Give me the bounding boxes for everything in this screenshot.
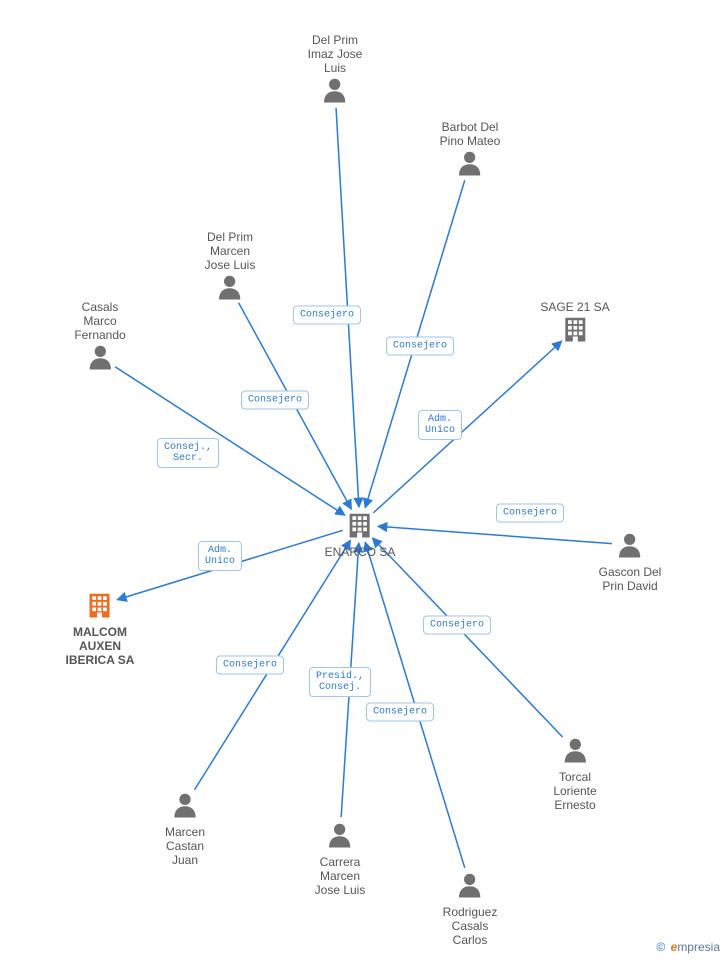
copyright-symbol: ©: [656, 940, 665, 954]
edges-layer: [0, 0, 728, 960]
edge-label: Consej.,Secr.: [157, 438, 219, 468]
node-marcen_castan[interactable]: MarcenCastanJuan: [165, 790, 205, 867]
node-torcal[interactable]: TorcalLorienteErnesto: [553, 735, 596, 812]
node-center[interactable]: ENARCO SA: [325, 510, 396, 559]
edge-label: Consejero: [386, 337, 454, 356]
node-label: ENARCO SA: [325, 545, 396, 559]
node-label: CasalsMarcoFernando: [74, 300, 125, 342]
building-icon: [325, 510, 396, 545]
person-icon: [165, 790, 205, 825]
person-icon: [443, 870, 498, 905]
edge-label: Consejero: [241, 391, 309, 410]
node-sage21[interactable]: SAGE 21 SA: [540, 300, 609, 349]
node-label: Del PrimMarcenJose Luis: [205, 230, 256, 272]
node-label: MarcenCastanJuan: [165, 825, 205, 867]
footer-credit: © empresia: [656, 940, 720, 954]
node-label: Barbot DelPino Mateo: [440, 120, 501, 148]
node-rodriguez[interactable]: RodriguezCasalsCarlos: [443, 870, 498, 947]
person-icon: [308, 75, 363, 110]
node-delprim_marcen[interactable]: Del PrimMarcenJose Luis: [205, 230, 256, 307]
edge-label: Adm.Unico: [418, 410, 462, 440]
edge-label: Consejero: [216, 656, 284, 675]
person-icon: [553, 735, 596, 770]
node-gascon[interactable]: Gascon DelPrin David: [599, 530, 662, 593]
edge-label: Consejero: [496, 504, 564, 523]
edge-label: Consejero: [423, 616, 491, 635]
node-label: Gascon DelPrin David: [599, 565, 662, 593]
node-delprim_imaz[interactable]: Del PrimImaz JoseLuis: [308, 33, 363, 110]
node-barbot[interactable]: Barbot DelPino Mateo: [440, 120, 501, 183]
edge-label: Consejero: [366, 703, 434, 722]
edge-label: Presid.,Consej.: [309, 667, 371, 697]
node-label: SAGE 21 SA: [540, 300, 609, 314]
person-icon: [205, 272, 256, 307]
node-label: RodriguezCasalsCarlos: [443, 905, 498, 947]
node-carrera[interactable]: CarreraMarcenJose Luis: [315, 820, 366, 897]
node-label: MALCOMAUXENIBERICA SA: [66, 625, 135, 667]
node-label: Del PrimImaz JoseLuis: [308, 33, 363, 75]
node-label: TorcalLorienteErnesto: [553, 770, 596, 812]
person-icon: [315, 820, 366, 855]
edge-label: Adm.Unico: [198, 541, 242, 571]
person-icon: [440, 148, 501, 183]
person-icon: [74, 342, 125, 377]
person-icon: [599, 530, 662, 565]
node-malcom[interactable]: MALCOMAUXENIBERICA SA: [66, 590, 135, 667]
edge-line: [373, 341, 561, 513]
node-casals[interactable]: CasalsMarcoFernando: [74, 300, 125, 377]
building-icon: [66, 590, 135, 625]
edge-label: Consejero: [293, 306, 361, 325]
brand-rest: mpresia: [677, 940, 720, 954]
building-icon: [540, 314, 609, 349]
edge-line: [378, 526, 612, 543]
node-label: CarreraMarcenJose Luis: [315, 855, 366, 897]
edge-line: [115, 367, 345, 515]
